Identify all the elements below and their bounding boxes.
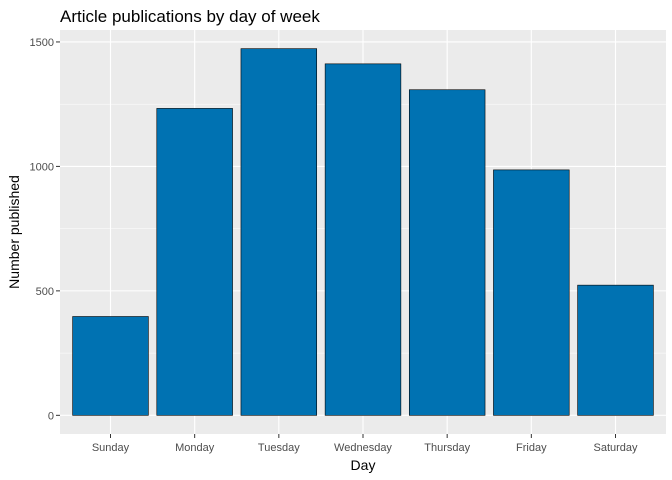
chart-title: Article publications by day of week [60,7,320,26]
y-axis-title: Number published [6,175,22,289]
y-axis: 0 500 1000 1500 [30,37,60,422]
bar-thursday [408,89,486,416]
bars [72,48,654,416]
bar-saturday [577,284,654,416]
y-tick-label: 500 [36,286,54,298]
y-tick-label: 1000 [30,161,54,173]
x-tick-label: Tuesday [258,442,300,454]
y-tick-label: 1500 [30,37,54,49]
x-axis-title: Day [351,457,376,473]
x-tick-label: Monday [175,442,215,454]
x-tick-label: Wednesday [334,442,392,454]
bar-friday [493,169,570,416]
y-tick-label: 0 [48,410,54,422]
bar-monday [156,108,233,416]
bar-sunday [72,316,149,416]
x-tick-label: Friday [516,442,547,454]
bar-wednesday [324,63,402,416]
x-tick-label: Thursday [424,442,470,454]
bar-tuesday [240,48,318,416]
x-axis: Sunday Monday Tuesday Wednesday Thursday Frid… [92,434,638,454]
x-tick-label: Sunday [92,442,130,454]
x-tick-label: Saturday [593,442,638,454]
